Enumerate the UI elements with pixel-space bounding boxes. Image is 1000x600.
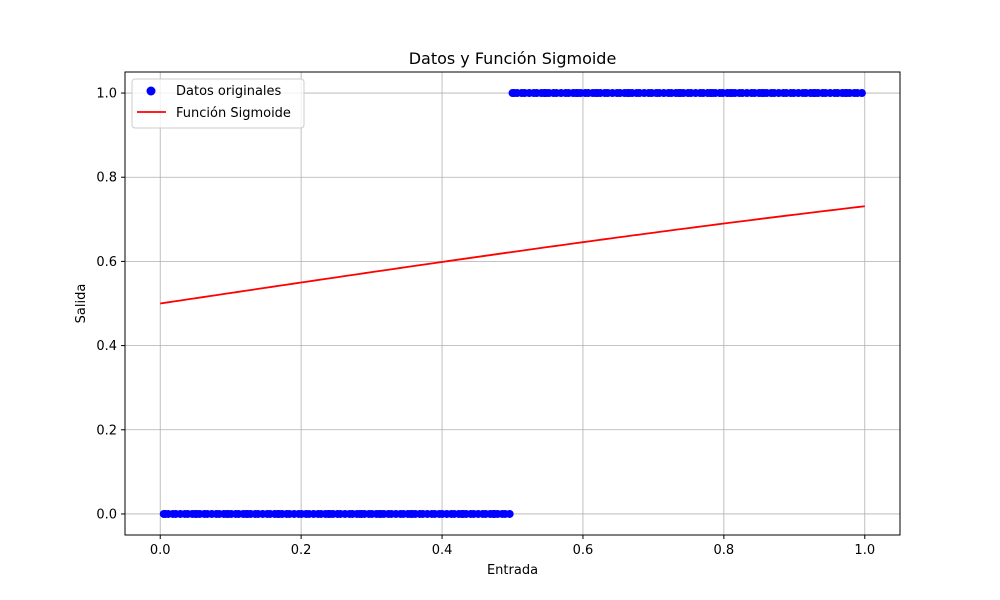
data-point — [224, 509, 233, 518]
data-point — [192, 509, 201, 518]
data-point — [345, 509, 354, 518]
data-point — [263, 509, 272, 518]
data-point — [415, 509, 424, 518]
legend-label-datos-originales: Datos originales — [176, 84, 282, 99]
x-tick-label: 0.4 — [432, 543, 453, 558]
data-point — [326, 509, 335, 518]
data-point — [632, 89, 641, 98]
legend-box — [131, 78, 305, 129]
data-point — [200, 509, 209, 518]
plot-area — [159, 89, 866, 518]
data-point — [275, 509, 284, 518]
data-point — [505, 509, 514, 518]
y-tick-label: 0.2 — [96, 423, 117, 438]
data-point — [384, 509, 393, 518]
y-tick-label: 0.4 — [96, 339, 117, 354]
data-point — [850, 89, 859, 98]
data-point — [251, 509, 260, 518]
y-tick-label: 0.8 — [96, 171, 117, 186]
sigmoid-line — [160, 205, 865, 305]
data-point — [377, 509, 386, 518]
data-point — [715, 89, 724, 98]
data-point — [767, 89, 776, 98]
data-point — [613, 89, 622, 98]
data-point — [396, 509, 405, 518]
data-point — [231, 509, 240, 518]
y-tick-label: 0.6 — [96, 255, 117, 270]
data-point — [600, 89, 609, 98]
data-point — [542, 89, 551, 98]
data-point — [811, 89, 820, 98]
data-point — [664, 89, 673, 98]
data-point — [561, 89, 570, 98]
data-point — [466, 509, 475, 518]
data-point — [517, 89, 526, 98]
data-point — [581, 89, 590, 98]
data-point — [779, 89, 788, 98]
data-point — [549, 89, 558, 98]
data-point — [490, 509, 499, 518]
legend-label-funcion-sigmoide: Función Sigmoide — [176, 106, 291, 121]
data-point — [696, 89, 705, 98]
x-tick-label: 0.8 — [714, 543, 735, 558]
data-point — [747, 89, 756, 98]
data-point — [282, 509, 291, 518]
x-tick-label: 1.0 — [854, 543, 875, 558]
data-point — [830, 89, 839, 98]
data-point — [365, 509, 374, 518]
x-tick-label: 0.2 — [291, 543, 312, 558]
y-tick-label: 1.0 — [96, 87, 117, 102]
data-point — [243, 509, 252, 518]
data-point — [818, 89, 827, 98]
data-point — [314, 509, 323, 518]
chart-title: Datos y Función Sigmoide — [409, 49, 617, 68]
grid — [125, 72, 900, 535]
data-point — [333, 509, 342, 518]
data-point — [799, 89, 808, 98]
data-point — [212, 509, 221, 518]
data-point — [708, 89, 717, 98]
data-point — [625, 89, 634, 98]
data-point — [786, 89, 795, 98]
legend-marker-datos-originales — [146, 86, 156, 96]
data-point — [684, 89, 693, 98]
data-point — [644, 89, 653, 98]
data-point — [427, 509, 436, 518]
data-point — [498, 509, 507, 518]
data-point — [593, 89, 602, 98]
data-point — [652, 89, 661, 98]
data-point — [573, 89, 582, 98]
data-point — [478, 509, 487, 518]
ticks: 0.0 0.2 0.4 0.6 0.8 1.0 0.0 0.2 0.4 0.6 0.8 1.0 — [96, 87, 875, 558]
data-point — [408, 509, 417, 518]
y-tick-label: 0.0 — [96, 507, 117, 522]
data-point — [529, 89, 538, 98]
data-point — [727, 89, 736, 98]
data-point — [180, 509, 189, 518]
y-axis-title: Salida — [74, 284, 89, 324]
data-point — [842, 89, 851, 98]
data-point — [161, 509, 170, 518]
data-point — [447, 509, 456, 518]
x-tick-label: 0.0 — [150, 543, 171, 558]
x-axis-title: Entrada — [487, 563, 538, 578]
data-point — [294, 509, 303, 518]
data-point — [302, 509, 311, 518]
data-point — [857, 89, 866, 98]
x-tick-label: 0.6 — [573, 543, 594, 558]
data-point — [676, 89, 685, 98]
axes-frame — [124, 71, 901, 536]
data-point — [435, 509, 444, 518]
data-point — [510, 89, 519, 98]
data-point — [759, 89, 768, 98]
legend: Datos originales Función Sigmoide — [131, 78, 305, 129]
data-point — [357, 509, 366, 518]
data-point — [459, 509, 468, 518]
data-point — [168, 509, 177, 518]
data-point — [735, 89, 744, 98]
